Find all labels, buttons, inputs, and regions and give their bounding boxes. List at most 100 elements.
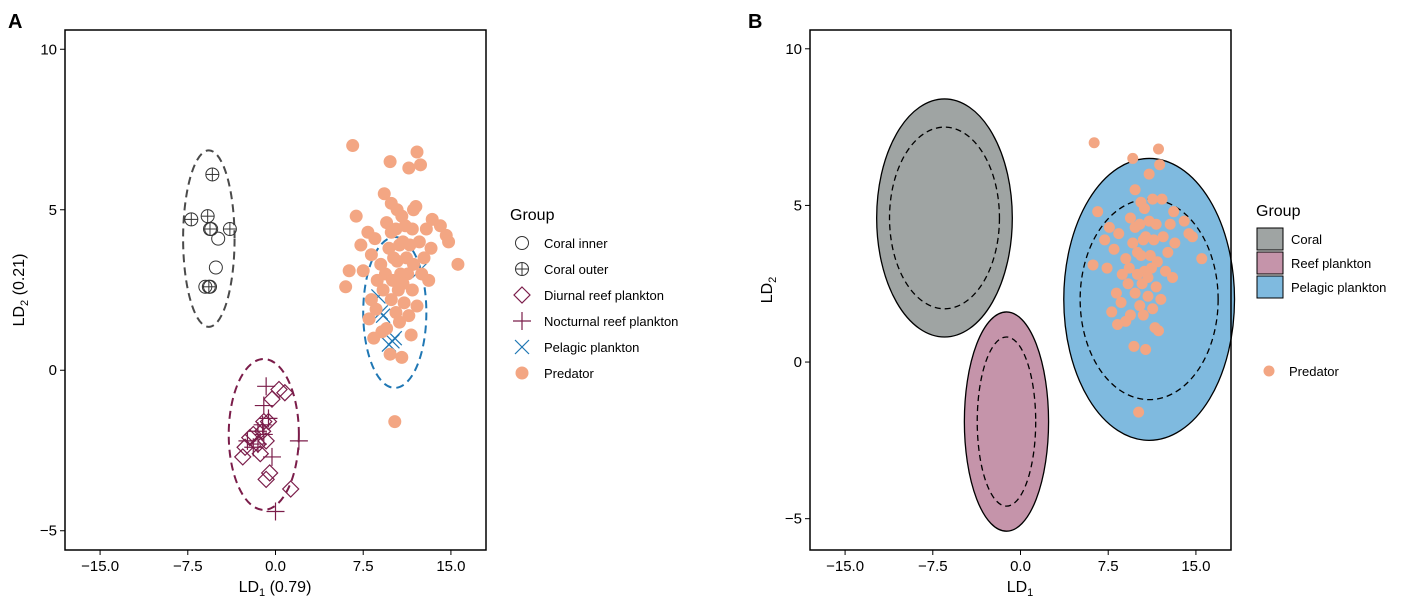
predator-point (1124, 212, 1136, 224)
data-point (395, 350, 409, 364)
panel-b-y-tick-label: 10 (785, 41, 802, 58)
predator-point (1140, 344, 1152, 356)
data-point (201, 279, 216, 294)
predator-point (1110, 287, 1122, 299)
data-point (364, 293, 378, 307)
panel-a-x-axis-title: LD1 (0.79) (239, 579, 312, 598)
data-point (403, 238, 417, 252)
data-point (222, 222, 237, 237)
data-point (405, 222, 419, 236)
predator-point (1152, 325, 1164, 337)
predator-point (1099, 234, 1111, 246)
legend-swatch (1256, 251, 1284, 275)
data-point (205, 167, 220, 182)
panel-a-y-axis-title: LD2 (0.21) (11, 254, 31, 327)
data-point (424, 241, 438, 255)
data-point (382, 241, 396, 255)
predator-point (1137, 309, 1149, 321)
data-point (266, 502, 285, 521)
predator-point (1128, 340, 1140, 352)
panel-a-x-tick-label: 7.5 (353, 558, 374, 575)
panel-b-x-tick-label: 7.5 (1098, 558, 1119, 575)
data-point (388, 415, 402, 429)
data-point (404, 328, 418, 342)
data-point (370, 273, 384, 287)
data-point (346, 139, 360, 153)
panel-b-label: B (748, 11, 762, 33)
data-point (376, 283, 390, 297)
legend-marker (515, 366, 529, 380)
legend-marker (1263, 365, 1275, 377)
panel-a-x-tick-label: −15.0 (81, 558, 119, 575)
legend-label: Diurnal reef plankton (544, 288, 664, 303)
predator-point (1113, 228, 1125, 240)
panel-a-legend: Group Coral inner Coral outer Diurnal reef… (510, 207, 678, 381)
data-point (254, 425, 273, 444)
panel-a-xlabel-main: LD (239, 579, 259, 596)
predator-point (1138, 203, 1150, 215)
data-point (401, 267, 415, 281)
predator-point (1129, 287, 1141, 299)
data-point (389, 222, 403, 236)
data-point (233, 448, 252, 466)
data-point (253, 415, 272, 434)
predator-point (1162, 246, 1174, 258)
predator-point (1157, 231, 1169, 243)
predator-point (1122, 278, 1134, 290)
data-point (383, 155, 397, 169)
data-point (349, 209, 363, 223)
predator-point (1134, 300, 1146, 312)
data-point (367, 331, 381, 345)
data-point (257, 470, 275, 489)
legend-label: Coral (1291, 232, 1322, 247)
legend-label: Coral outer (544, 262, 609, 277)
predator-point (1148, 234, 1160, 246)
data-point (380, 216, 394, 230)
legend-swatch (1256, 227, 1284, 251)
data-point (402, 309, 416, 323)
data-point (254, 396, 273, 415)
predator-point (1134, 218, 1146, 230)
legend-marker (513, 286, 531, 304)
panel-a-plot-frame (64, 29, 487, 551)
data-point (383, 347, 397, 361)
legend-label: Nocturnal reef plankton (544, 314, 678, 329)
panel-b-y-tick-label: 5 (794, 197, 802, 214)
confidence-ellipse (182, 149, 236, 328)
data-point (244, 438, 263, 457)
data-point (374, 257, 388, 271)
inner-region (976, 336, 1037, 507)
panel-a-y-axis: −5 0 5 10 (40, 41, 65, 540)
panel-a-xlabel-suffix: (0.79) (265, 579, 311, 596)
predator-point (1167, 271, 1179, 283)
predator-point (1154, 159, 1166, 171)
predator-point (1133, 406, 1145, 418)
data-point (390, 254, 404, 268)
predator-point (1142, 290, 1154, 302)
legend-label: Predator (1289, 364, 1340, 379)
data-point (262, 447, 281, 466)
data-point (257, 377, 276, 396)
data-point (410, 145, 424, 159)
panel-a-ylabel-main: LD (11, 306, 28, 326)
panel-b-y-axis-title: LD2 (759, 277, 779, 304)
panel-b-y-tick-label: −5 (785, 511, 802, 528)
predator-point (1108, 243, 1120, 255)
data-point (251, 444, 270, 463)
predator-point (1087, 259, 1099, 271)
legend-marker (515, 236, 529, 250)
data-point (377, 187, 391, 201)
predator-point (1131, 268, 1143, 280)
data-point (369, 302, 383, 316)
predator-point (1106, 306, 1118, 318)
predator-point (1145, 262, 1157, 274)
panel-b-x-tick-label: 0.0 (1010, 558, 1031, 575)
predator-point (1115, 297, 1127, 309)
panel-b-regions (876, 98, 1236, 532)
data-point (451, 257, 465, 271)
legend-marker (515, 262, 529, 276)
data-point (211, 231, 226, 246)
predator-point (1155, 293, 1167, 305)
legend-label: Reef plankton (1291, 256, 1371, 271)
